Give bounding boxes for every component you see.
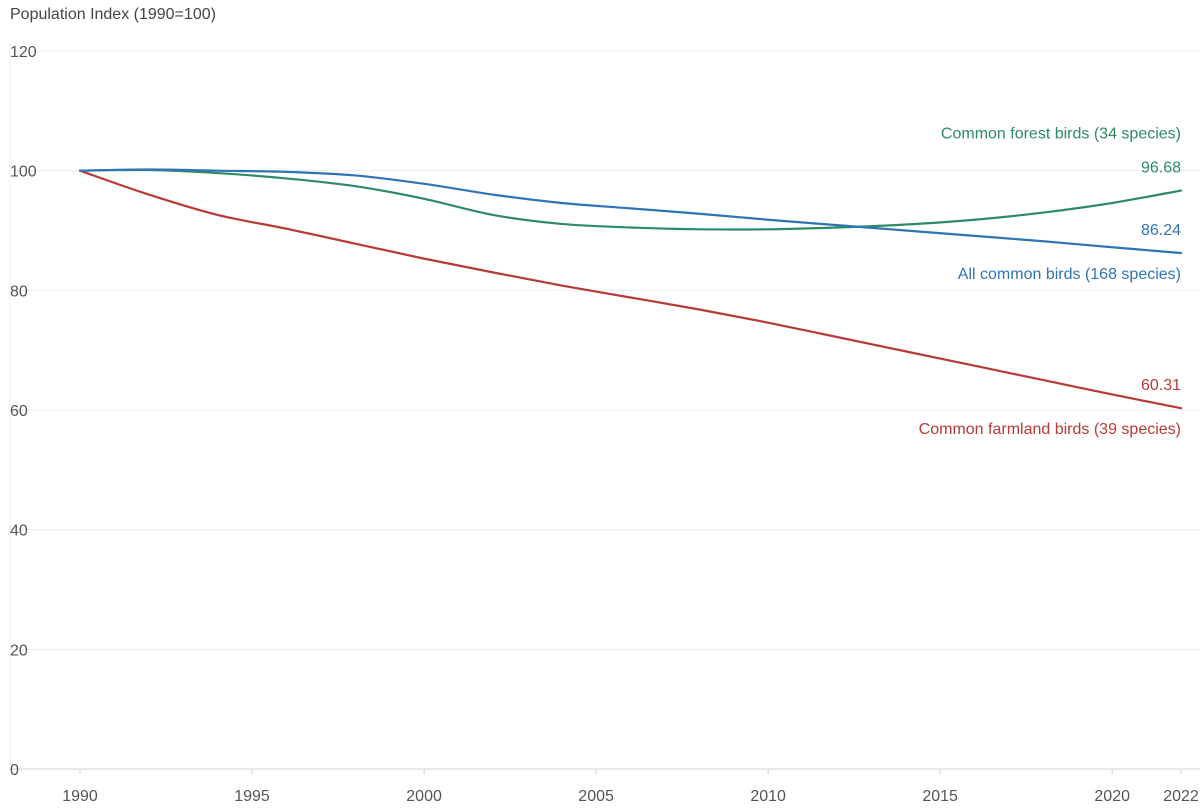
x-tick-label: 1990 xyxy=(62,788,98,805)
y-tick-label: 20 xyxy=(10,642,28,659)
y-tick-label: 0 xyxy=(10,762,19,779)
y-tick-label: 120 xyxy=(10,44,37,61)
y-tick-label: 80 xyxy=(10,283,28,300)
series-end-value: 86.24 xyxy=(1141,222,1181,239)
y-tick-label: 60 xyxy=(10,403,28,420)
y-tick-label: 100 xyxy=(10,164,37,181)
series-line xyxy=(78,169,1183,410)
series-line xyxy=(78,168,1183,231)
series-name-label: Common farmland birds (39 species) xyxy=(919,421,1181,438)
x-tick-label: 1995 xyxy=(234,788,270,805)
series-lines xyxy=(78,168,1183,410)
x-tick-label: 2020 xyxy=(1094,788,1130,805)
x-tick-label: 2000 xyxy=(406,788,442,805)
series-end-value: 60.31 xyxy=(1141,377,1181,394)
series-name-label: All common birds (168 species) xyxy=(958,266,1181,283)
axis-ticks: 0 20 40 60 80 100 120 1990 1995 2000 2005 2010 2015 2… xyxy=(10,44,1199,805)
y-tick-label: 40 xyxy=(10,523,28,540)
x-tick-label: 2010 xyxy=(750,788,786,805)
series-name-label: Common forest birds (34 species) xyxy=(941,126,1181,143)
grid xyxy=(9,43,1200,774)
x-tick-label: 2005 xyxy=(578,788,614,805)
series-line xyxy=(78,168,1183,255)
y-axis-label: Population Index (1990=100) xyxy=(10,6,216,23)
x-tick-label: 2022 xyxy=(1163,788,1199,805)
series-end-value: 96.68 xyxy=(1141,160,1181,177)
x-tick-label: 2015 xyxy=(922,788,958,805)
annotations: 60.31 Common farmland birds (39 species) 9… xyxy=(919,126,1181,439)
